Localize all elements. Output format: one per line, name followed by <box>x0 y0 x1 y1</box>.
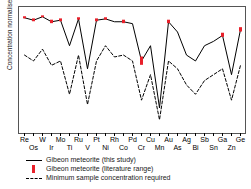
svg-text:Concentration normalised to CI: Concentration normalised to CI chondrite <box>6 0 13 70</box>
svg-text:Pd: Pd <box>128 136 137 143</box>
svg-text:Ag: Ag <box>182 136 191 144</box>
html-text:Gibeon meteorite (this study): Gibeon meteorite (this study) <box>46 156 136 163</box>
svg-text:Zn: Zn <box>227 144 235 151</box>
svg-text:Ti: Ti <box>67 144 73 151</box>
svg-text:Ir: Ir <box>49 144 54 151</box>
svg-text:Ga: Ga <box>218 136 227 143</box>
svg-text:Ru: Ru <box>74 136 83 143</box>
svg-text:Ni: Ni <box>102 144 109 151</box>
svg-text:V: V <box>85 144 90 151</box>
svg-text:Rh: Rh <box>110 136 119 143</box>
svg-text:As: As <box>173 144 182 151</box>
svg-text:Cr: Cr <box>138 144 146 151</box>
svg-text:Re: Re <box>20 136 29 143</box>
svg-text:Ge: Ge <box>236 136 245 143</box>
svg-text:Mn: Mn <box>155 144 165 151</box>
svg-text:Mo: Mo <box>56 136 66 143</box>
html-text:Minimum sample concentration r: Minimum sample concentration required <box>46 174 171 181</box>
svg-text:Bi: Bi <box>192 144 199 151</box>
svg-text:Sn: Sn <box>209 144 218 151</box>
svg-text:Pt: Pt <box>93 136 100 143</box>
svg-text:Cu: Cu <box>146 136 155 143</box>
svg-text:Os: Os <box>29 144 38 151</box>
svg-text:Sb: Sb <box>200 136 209 143</box>
svg-text:Co: Co <box>119 144 128 151</box>
svg-text:Au: Au <box>164 136 173 143</box>
html-text:Gibeon meteorite (literature r: Gibeon meteorite (literature range) <box>46 165 154 172</box>
svg-text:W: W <box>39 136 46 143</box>
